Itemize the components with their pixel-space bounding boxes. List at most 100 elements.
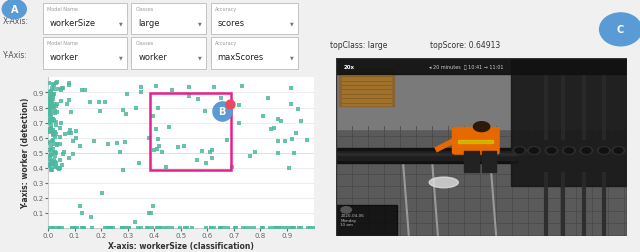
Point [74,204,84,208]
Bar [336,148,516,163]
Point [141,226,152,230]
Point [64,157,74,161]
Point [47,129,58,133]
Point [49,136,60,140]
FancyBboxPatch shape [43,38,127,69]
Point [70,226,81,230]
Point [215,116,225,120]
Circle shape [564,148,573,154]
Point [156,226,166,230]
Point [154,145,164,149]
Circle shape [598,147,611,155]
Point [121,113,131,117]
Point [48,133,58,137]
Point [136,85,146,89]
Point [90,139,100,143]
Point [209,226,219,230]
Point [50,165,60,169]
Point [48,82,58,86]
Point [156,226,166,230]
Point [287,226,298,230]
Point [266,226,276,230]
Point [44,162,54,166]
Point [167,226,177,230]
Point [118,169,128,173]
Point [288,226,298,230]
Point [47,97,57,101]
Text: maxScores: maxScores [218,53,264,62]
Point [163,226,173,230]
Point [184,86,195,90]
Point [106,226,116,230]
Point [47,162,57,166]
Text: topClass: large: topClass: large [330,41,387,50]
Bar [336,205,397,236]
Point [145,136,155,140]
Point [68,152,78,156]
Point [44,121,54,125]
Point [64,83,74,87]
Circle shape [563,147,575,155]
Text: Model Name: Model Name [47,7,77,12]
Point [47,168,57,172]
Point [44,113,54,117]
Point [45,90,56,94]
Point [49,142,60,146]
Point [60,133,70,137]
Point [207,148,217,152]
Point [231,226,241,230]
Point [45,99,56,103]
Point [70,137,81,141]
Point [286,86,296,90]
Point [124,226,134,230]
Point [273,226,284,230]
Point [65,129,76,133]
Point [45,94,56,98]
Circle shape [600,14,640,47]
Point [45,90,55,94]
Point [49,158,59,162]
Point [286,103,296,107]
Point [55,142,65,146]
Text: scores: scores [218,19,244,28]
Text: ◂ 20 minutes  ⏱ 10:41 → 11:01: ◂ 20 minutes ⏱ 10:41 → 11:01 [429,65,504,70]
Point [47,139,57,143]
Text: ▼: ▼ [198,21,202,26]
Point [303,226,314,230]
Point [67,226,77,230]
Point [153,107,163,111]
Point [48,128,58,132]
Point [70,130,81,134]
Point [51,151,61,155]
Point [103,142,113,146]
Point [134,161,145,165]
Y-axis label: Y-axis: worker (detection): Y-axis: worker (detection) [21,98,30,209]
Point [57,87,67,91]
Point [46,145,56,149]
Point [250,150,260,154]
Bar [511,59,627,186]
Point [234,121,244,125]
Point [222,138,232,142]
Point [86,215,97,219]
Text: B: B [218,107,226,117]
Point [97,191,108,195]
Point [55,127,65,131]
Text: Accuracy: Accuracy [214,41,237,46]
Point [117,226,127,230]
Point [305,226,316,230]
Point [58,151,68,155]
Circle shape [547,148,556,154]
Point [55,167,65,171]
Point [57,163,67,167]
Point [51,144,61,148]
Point [44,119,54,123]
Point [152,226,162,230]
Point [45,98,56,102]
Point [100,100,110,104]
Point [62,103,72,107]
Point [184,94,194,98]
Point [192,159,202,163]
Point [223,226,233,230]
Point [296,119,307,123]
